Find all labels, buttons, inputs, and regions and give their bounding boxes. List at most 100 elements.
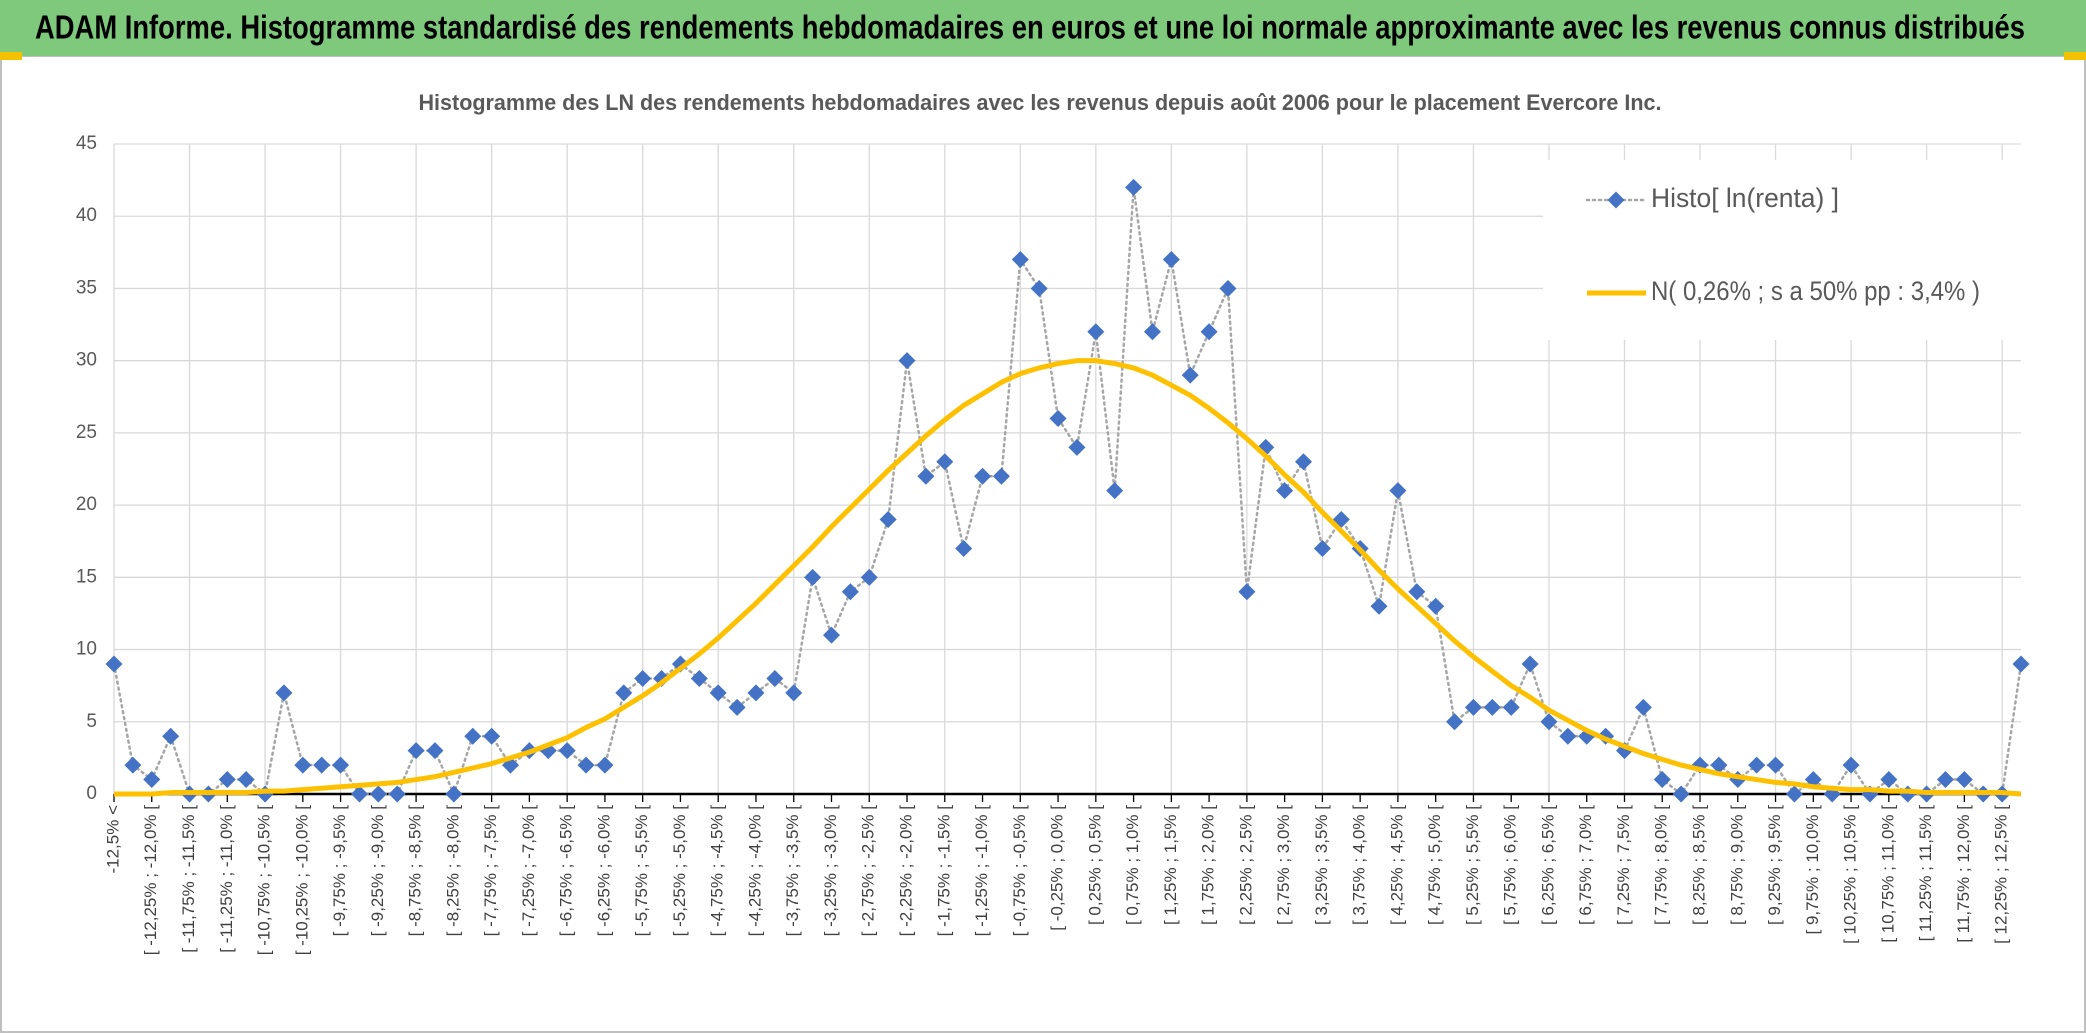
marker [577, 756, 595, 774]
marker [860, 568, 878, 586]
x-tick-label: [ -10,75% ; -10,5% [ [255, 805, 274, 956]
marker [143, 771, 161, 789]
banner-corner [0, 52, 22, 60]
x-tick-label: [ -9,75% ; -9,5% [ [330, 805, 349, 937]
marker [671, 655, 689, 673]
x-tick-label: [ -4,75% ; -4,5% [ [708, 805, 727, 937]
x-tick-label: [ 3,25% ; 3,5% [ [1312, 805, 1331, 925]
x-tick-label: [ 5,75% ; 6,0% [ [1501, 805, 1520, 925]
marker [1049, 409, 1067, 427]
x-tick-label: [ -1,25% ; -1,0% [ [972, 805, 991, 937]
x-tick-label: [ -8,75% ; -8,5% [ [406, 805, 425, 937]
x-tick-label: [ 4,25% ; 4,5% [ [1387, 805, 1406, 925]
marker [1408, 583, 1426, 601]
marker [218, 771, 236, 789]
x-tick-label: [ -12,25% ; -12,0% [ [141, 805, 160, 956]
x-tick-label: [ 2,75% ; 3,0% [ [1274, 805, 1293, 925]
marker [1313, 539, 1331, 557]
marker [1464, 698, 1482, 716]
marker [955, 539, 973, 557]
marker [709, 684, 727, 702]
series-line [114, 358, 2022, 797]
x-tick-label: [ -0,75% ; -0,5% [ [1010, 805, 1029, 937]
marker [841, 583, 859, 601]
marker [690, 669, 708, 687]
marker [1427, 597, 1445, 615]
marker [1767, 756, 1785, 774]
marker [766, 669, 784, 687]
marker [898, 352, 916, 370]
marker [1200, 323, 1218, 341]
x-tick-label: [ -6,25% ; -6,0% [ [594, 805, 613, 937]
marker [124, 756, 142, 774]
marker [1030, 279, 1048, 297]
x-tick-label: [ -0,25% ; 0,0% [ [1048, 805, 1067, 931]
marker [1634, 698, 1652, 716]
marker [1446, 713, 1464, 731]
marker [1955, 771, 1973, 789]
x-tick-label: [ 11,25% ; 11,5% [ [1916, 805, 1935, 942]
plot [105, 178, 2030, 803]
y-tick-label: 10 [76, 639, 97, 660]
x-tick-label: [ -1,75% ; -1,5% [ [934, 805, 953, 937]
x-tick-label: [ 10,25% ; 10,5% [ [1841, 805, 1860, 944]
marker [1087, 323, 1105, 341]
marker [1785, 785, 1803, 803]
marker [1748, 756, 1766, 774]
marker [407, 742, 425, 760]
marker [1672, 785, 1690, 803]
marker [105, 655, 123, 673]
marker [879, 511, 897, 529]
marker [558, 742, 576, 760]
marker [445, 785, 463, 803]
x-tick-label: [ -8,25% ; -8,0% [ [443, 805, 462, 937]
marker [388, 785, 406, 803]
marker [917, 467, 935, 485]
x-tick-label: [ -11,75% ; -11,5% [ [179, 805, 198, 953]
x-tick-label: [ -7,25% ; -7,0% [ [519, 805, 538, 937]
x-tick-label: [ 5,25% ; 5,5% [ [1463, 805, 1482, 925]
marker [1238, 583, 1256, 601]
marker [1276, 482, 1294, 500]
x-tick-label: [ 0,25% ; 0,5% [ [1085, 805, 1104, 925]
marker [1483, 698, 1501, 716]
marker [596, 756, 614, 774]
x-tick-label: -12,5% < [103, 805, 122, 874]
x-tick-label: [ -2,25% ; -2,0% [ [896, 805, 915, 937]
chart-title: Histogramme des LN des rendements hebdom… [419, 90, 1662, 115]
y-tick-label: 45 [76, 133, 97, 154]
x-tick-label: [ 11,75% ; 12,0% [ [1954, 805, 1973, 943]
x-tick-label: [ 8,75% ; 9,0% [ [1727, 805, 1746, 925]
x-tick-label: [ 10,75% ; 11,0% [ [1878, 805, 1897, 943]
marker [974, 467, 992, 485]
marker [1162, 251, 1180, 269]
x-tick-label: [ -2,75% ; -2,5% [ [859, 805, 878, 937]
y-tick-label: 15 [76, 566, 97, 587]
x-tick-label: [ -7,75% ; -7,5% [ [481, 805, 500, 937]
x-tick-label: [ -3,25% ; -3,0% [ [821, 805, 840, 937]
marker [1540, 713, 1558, 731]
marker [426, 742, 444, 760]
x-tick-label: [ -3,75% ; -3,5% [ [783, 805, 802, 937]
marker [1106, 482, 1124, 500]
marker [1068, 438, 1086, 456]
y-tick-label: 0 [86, 783, 97, 804]
x-tick-label: [ 7,75% ; 8,0% [ [1652, 805, 1671, 925]
y-tick-label: 35 [76, 277, 97, 298]
marker [1370, 597, 1388, 615]
marker [483, 727, 501, 745]
y-tick-label: 40 [76, 205, 97, 226]
x-tick-label: [ 12,25% ; 12,5% [ [1992, 805, 2011, 944]
marker [2012, 655, 2030, 673]
x-tick-label: [ 8,25% ; 8,5% [ [1690, 805, 1709, 925]
marker [1181, 366, 1199, 384]
page-title: ADAM Informe. Histogramme standardisé de… [35, 9, 2025, 46]
marker [804, 568, 822, 586]
x-tick-label: [ -10,25% ; -10,0% [ [292, 805, 311, 956]
marker [615, 684, 633, 702]
x-tick-label: [ 9,25% ; 9,5% [ [1765, 805, 1784, 925]
labels: 0 5 10 15 20 25 30 35 40 45 -12,5% < [ -12,25% ; -1… [76, 133, 2011, 955]
legend-box [1543, 160, 2021, 340]
y-tick-label: 20 [76, 494, 97, 515]
